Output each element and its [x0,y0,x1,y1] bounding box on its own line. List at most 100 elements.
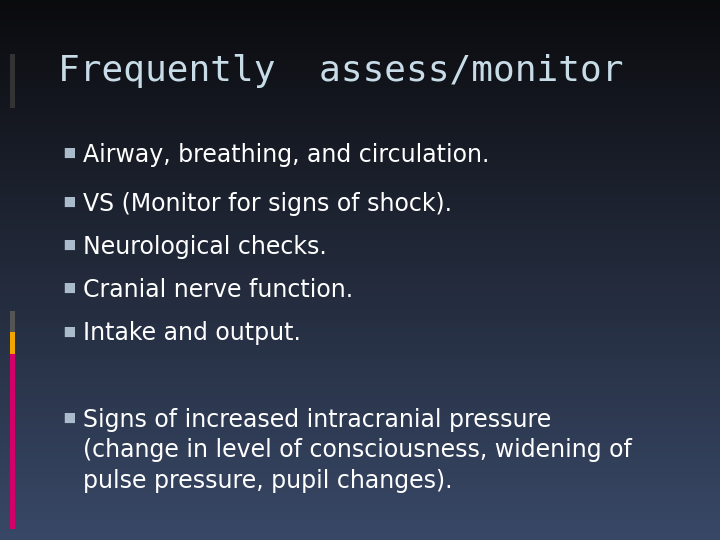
Bar [0,46,720,49]
Bar [0,62,720,65]
Bar [0,143,720,146]
Bar [0,389,720,392]
Text: ▪: ▪ [61,405,77,431]
Bar [0,508,720,510]
Bar [0,170,720,173]
Bar [0,227,720,229]
Bar [0,73,720,76]
Bar [0,189,720,192]
Bar [0,302,720,305]
Bar [10,332,15,354]
Bar [0,135,720,138]
Bar [0,108,720,111]
Bar [0,462,720,464]
Bar [0,510,720,513]
Bar [0,124,720,127]
Bar [0,529,720,532]
Bar [0,184,720,186]
Bar [0,405,720,408]
Bar [0,300,720,302]
Text: Frequently  assess/monitor: Frequently assess/monitor [58,54,623,88]
Bar [0,265,720,267]
Text: ▪: ▪ [61,140,77,166]
Bar [0,43,720,46]
Text: ▪: ▪ [61,232,77,258]
Bar [0,467,720,470]
Text: ▪: ▪ [61,275,77,301]
Bar [0,51,720,54]
Bar [0,94,720,97]
Bar [0,313,720,316]
Bar [0,502,720,505]
Bar [0,11,720,14]
Bar [0,413,720,416]
Bar [0,524,720,526]
Bar [0,451,720,454]
Bar [0,367,720,370]
Bar [0,421,720,424]
Bar [0,19,720,22]
Bar [0,292,720,294]
Text: Airway, breathing, and circulation.: Airway, breathing, and circulation. [83,143,489,167]
Text: Intake and output.: Intake and output. [83,321,301,345]
Bar [0,89,720,92]
Bar [0,483,720,486]
Bar [0,84,720,86]
Text: ▪: ▪ [61,189,77,215]
Bar [0,424,720,427]
Bar [0,275,720,278]
Bar [0,27,720,30]
Bar [0,138,720,140]
Bar [0,464,720,467]
Bar [0,297,720,300]
Bar [0,197,720,200]
Bar [0,248,720,251]
Bar [0,402,720,405]
Bar [0,65,720,68]
Bar [0,8,720,11]
Bar [0,38,720,40]
Bar [0,354,720,356]
Bar [0,440,720,443]
Bar [0,157,720,159]
Bar [0,324,720,327]
Bar [0,127,720,130]
Bar [0,319,720,321]
Bar [0,111,720,113]
Bar [0,278,720,281]
Bar [0,238,720,240]
Bar [0,181,720,184]
Bar [0,186,720,189]
Bar [0,375,720,378]
Bar [0,173,720,176]
Bar [0,240,720,243]
Bar [0,246,720,248]
Bar [0,521,720,524]
Bar [0,103,720,105]
Bar [0,491,720,494]
Bar [0,262,720,265]
Bar [0,78,720,81]
Bar [0,267,720,270]
Bar [0,216,720,219]
Bar [0,273,720,275]
Bar [0,202,720,205]
Bar [0,359,720,362]
Bar [0,505,720,508]
Bar [0,310,720,313]
Bar [0,494,720,497]
Bar [0,381,720,383]
Bar [0,167,720,170]
Bar [0,192,720,194]
Text: Neurological checks.: Neurological checks. [83,235,327,259]
Bar [10,310,15,332]
Bar [0,478,720,481]
Bar [0,116,720,119]
Bar [0,251,720,254]
Bar [0,284,720,286]
Bar [0,427,720,429]
Bar [0,30,720,32]
Bar [0,286,720,289]
Bar [0,130,720,132]
Bar [0,24,720,27]
